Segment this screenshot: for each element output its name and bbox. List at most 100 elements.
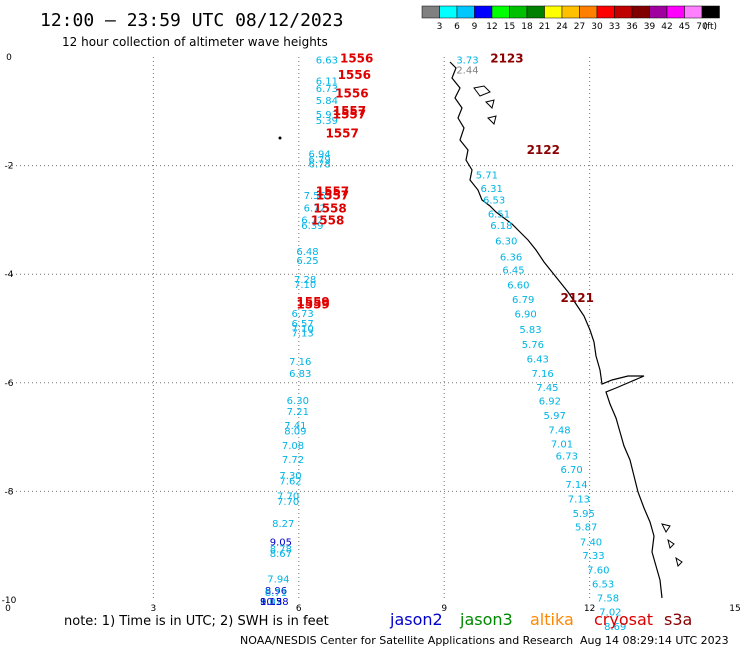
swh-label-east: 5.97 (544, 411, 566, 422)
swh-label-east: 6.18 (490, 221, 512, 232)
swh-label-east: 7.02 (599, 607, 621, 618)
swh-label-west: 8.27 (272, 519, 294, 530)
swh-label-east: 6.43 (527, 354, 549, 365)
time-label: 1558 (311, 213, 344, 227)
swh-label-east: 7.33 (582, 551, 604, 562)
colorbar-swatch (631, 5, 650, 19)
swh-label-east: 7.40 (580, 537, 602, 548)
x-tick-label: 3 (151, 604, 157, 614)
colorbar-label: 33 (609, 22, 620, 32)
colorbar-label: 12 (486, 22, 497, 32)
swh-label-east: 6.51 (488, 209, 510, 220)
axes: 0 3 6 9 12 15 0 -2 -4 -6 -8 -10 (2, 53, 740, 614)
swh-label-west: 6.83 (289, 369, 311, 380)
mission-label-jason3: jason3 (459, 610, 513, 629)
y-tick-label: -4 (5, 270, 14, 280)
swh-label-east: 6.45 (502, 265, 524, 276)
colorbar-label: 24 (556, 22, 568, 32)
swh-label-west: 5.93 (316, 110, 338, 121)
mission-label-cryosat: cryosat (594, 610, 653, 629)
swh-label-east: 5.71 (476, 170, 498, 181)
swh-label-east: 6.79 (512, 295, 534, 306)
swh-label-west: 7.72 (282, 455, 304, 466)
swh-label-east: 2.44 (456, 65, 478, 76)
time-label: 1556 (335, 86, 368, 100)
time-label: 2121 (561, 291, 594, 305)
colorbar-swatch (666, 5, 685, 19)
swh-label-east: 7.48 (548, 425, 570, 436)
swh-label-west: 6.30 (287, 396, 309, 407)
swh-label-east: 6.53 (483, 195, 505, 206)
time-label: 1556 (340, 52, 373, 66)
time-label: 1557 (333, 104, 366, 118)
grid (8, 57, 735, 600)
x-tick-label: 15 (729, 604, 740, 614)
colorbar: 3 6 9 12 15 18 21 24 27 30 33 36 39 42 45 70(ft) (421, 5, 720, 32)
mission-label-s3a: s3a (664, 610, 692, 629)
swh-label-west: 8.09 (284, 427, 306, 438)
swh-label-east: 6.53 (592, 580, 614, 591)
swh-label-west: 8.02 (260, 597, 282, 608)
colorbar-label: 70 (696, 22, 708, 32)
swh-label-west: 7.41 (284, 421, 306, 432)
colorbar-label: 15 (504, 22, 515, 32)
time-label: 1559 (296, 298, 329, 312)
colorbar-swatch (474, 5, 493, 19)
footer-credit: NOAA/NESDIS Center for Satellite Applica… (240, 634, 573, 647)
colorbar-label: 9 (472, 22, 478, 32)
swh-label-east: 6.30 (495, 237, 517, 248)
y-tick-label: -2 (5, 162, 14, 172)
swh-label-west: 7.28 (294, 275, 316, 286)
colorbar-swatch (526, 5, 545, 19)
swh-label-east: 6.60 (507, 281, 529, 292)
swh-label-west: 5.84 (316, 96, 338, 107)
swh-label-west: 7.08 (282, 441, 304, 452)
swh-label-west: 6.25 (296, 256, 318, 267)
swh-label-west: 6.57 (292, 319, 314, 330)
time-label: 2123 (490, 52, 523, 66)
swh-label-west: 7.10 (292, 324, 314, 335)
swh-label-west: 7.13 (292, 328, 314, 339)
y-tick-label: -8 (5, 487, 14, 497)
swh-label-east: 7.58 (597, 593, 619, 604)
x-tick-label: 9 (441, 604, 447, 614)
time-label: 1557 (325, 127, 358, 141)
x-tick-label: 12 (584, 604, 595, 614)
swh-label-west: 9.15 (260, 597, 282, 608)
chart-subtitle: 12 hour collection of altimeter wave hei… (62, 35, 328, 49)
footer-note: note: 1) Time is in UTC; 2) SWH is in fe… (64, 614, 329, 629)
coastline (278, 61, 683, 599)
swh-label-east: 5.76 (522, 340, 544, 351)
colorbar-label: 27 (574, 22, 585, 32)
swh-label-west: 6.78 (308, 159, 330, 170)
swh-label-east: 7.14 (565, 480, 587, 491)
swh-label-west: 6.11 (316, 76, 338, 87)
time-label: 1556 (338, 68, 371, 82)
colorbar-label: 6 (454, 22, 460, 32)
swh-label-east: 7.16 (531, 369, 553, 380)
colorbar-swatch (649, 5, 668, 19)
swh-label-east: 7.45 (536, 383, 558, 394)
data-marks: 6.636.116.735.845.935.396.946.796.787.56… (260, 52, 626, 633)
colorbar-label: 36 (626, 22, 638, 32)
time-label: 1559 (296, 295, 329, 309)
y-tick-label: 0 (6, 53, 12, 63)
colorbar-swatch (701, 5, 720, 19)
mission-legend: jason2 jason3 altika cryosat s3a (389, 610, 692, 629)
swh-label-east: 6.90 (514, 309, 536, 320)
swh-label-west: 10.38 (260, 597, 289, 608)
colorbar-label: 45 (679, 22, 690, 32)
colorbar-swatch (614, 5, 633, 19)
swh-label-east: 7.60 (587, 566, 609, 577)
swh-label-east: 3.73 (456, 56, 478, 67)
time-label: 1557 (333, 108, 366, 122)
colorbar-swatch (439, 5, 458, 19)
colorbar-swatch (684, 5, 703, 19)
swh-label-east: 6.92 (539, 397, 561, 408)
x-tick-label: 6 (296, 604, 302, 614)
colorbar-swatch (421, 5, 440, 19)
swh-label-west: 6.79 (308, 155, 330, 166)
swh-label-west: 6.72 (301, 215, 323, 226)
colorbar-unit: (ft) (704, 22, 718, 32)
time-label: 1558 (313, 201, 346, 215)
